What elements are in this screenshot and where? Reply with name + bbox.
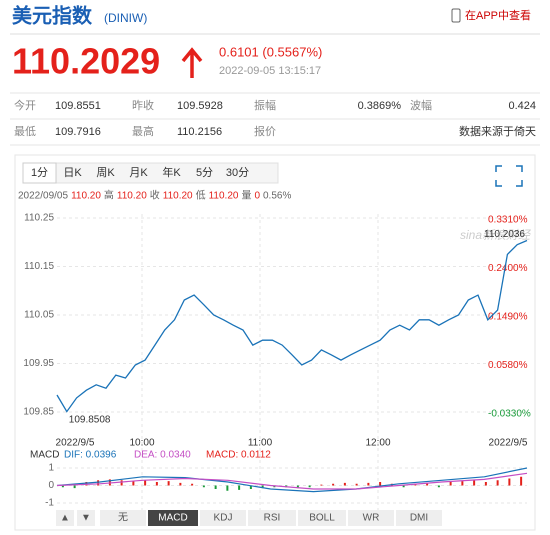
stat-label: 最低 bbox=[14, 125, 36, 138]
bottom-tab[interactable]: DMI bbox=[410, 513, 428, 524]
x-tick-label: 12:00 bbox=[365, 438, 390, 449]
up-arrow bbox=[181, 47, 203, 78]
y2-tick-label: 0.0580% bbox=[488, 360, 528, 371]
bottom-tab-bg[interactable] bbox=[200, 510, 246, 526]
stat-label: 报价 bbox=[254, 124, 276, 138]
tab[interactable]: 5分 bbox=[196, 166, 213, 179]
y-tick-label: 109.95 bbox=[23, 358, 54, 369]
info-item: 110.20 bbox=[71, 191, 101, 202]
info-item: 量 bbox=[241, 190, 251, 202]
watermark: sina新浪财经 bbox=[460, 228, 532, 242]
tab[interactable]: 日K bbox=[63, 167, 82, 179]
stat-value: 109.5928 bbox=[177, 100, 223, 112]
stat-value: 109.8551 bbox=[55, 100, 101, 112]
dif-line bbox=[56, 467, 528, 493]
macd-tick-label: 1 bbox=[48, 463, 54, 474]
stat-label: 最高 bbox=[132, 124, 154, 138]
min-label: 109.8508 bbox=[69, 414, 111, 425]
bottom-tab[interactable]: MACD bbox=[158, 513, 187, 524]
stat-label: 振幅 bbox=[254, 98, 276, 112]
chart-frame bbox=[14, 154, 536, 531]
info-item: 110.20 bbox=[209, 191, 239, 202]
bottom-tab[interactable]: RSI bbox=[264, 513, 281, 524]
tab[interactable]: 年K bbox=[162, 165, 181, 179]
tab-selected[interactable] bbox=[22, 162, 57, 184]
tab[interactable]: 周K bbox=[96, 166, 115, 179]
title: 美元指数 bbox=[12, 3, 93, 27]
dif-label: DIF: 0.0396 bbox=[64, 450, 117, 461]
stat-label: 今开 bbox=[14, 98, 36, 112]
dea-label: DEA: 0.0340 bbox=[134, 450, 191, 461]
tab[interactable]: 月K bbox=[129, 167, 148, 179]
tab[interactable]: 30分 bbox=[226, 166, 249, 179]
info-item: 0.56% bbox=[263, 191, 291, 202]
app-link[interactable]: 在APP中查看 bbox=[465, 8, 531, 22]
bottom-tab-bg[interactable] bbox=[100, 510, 146, 526]
change: 0.6101 (0.5567%) bbox=[219, 44, 322, 59]
y-tick-label: 110.15 bbox=[24, 261, 54, 272]
bottom-tab-bg[interactable] bbox=[148, 510, 198, 526]
macd-tick-label: -1 bbox=[45, 498, 54, 509]
price: 110.2029 bbox=[12, 41, 160, 82]
info-item: 110.20 bbox=[117, 191, 147, 202]
bottom-tab[interactable]: KDJ bbox=[214, 513, 233, 524]
max-label: 110.2036 bbox=[484, 229, 525, 240]
info-item: 低 bbox=[196, 189, 206, 202]
bottom-tab[interactable]: 无 bbox=[118, 513, 128, 524]
stat-value: 110.2156 bbox=[177, 126, 222, 138]
info-item: 2022/09/05 bbox=[18, 191, 68, 202]
x-tick-label: 10:00 bbox=[129, 438, 154, 449]
tab[interactable]: 1分 bbox=[31, 166, 48, 179]
macd-label: MACD: 0.0112 bbox=[206, 450, 271, 461]
info-item: 高 bbox=[104, 189, 114, 202]
stat-value: 0.3869% bbox=[358, 100, 402, 112]
info-item: 110.20 bbox=[163, 191, 193, 202]
stat-value: 109.7916 bbox=[55, 126, 101, 138]
stat-value: 0.424 bbox=[508, 100, 536, 112]
bottom-tab-bg[interactable] bbox=[56, 510, 74, 526]
bottom-tab[interactable]: ▼ bbox=[81, 513, 91, 524]
y2-tick-label: 0.2400% bbox=[488, 263, 528, 274]
macd-title: MACD bbox=[30, 450, 59, 461]
x-tick-label: 2022/9/5 bbox=[489, 438, 528, 449]
macd-tick-label: 0 bbox=[48, 480, 54, 491]
stat-label: 昨收 bbox=[132, 98, 154, 112]
x-tick-label: 2022/9/5 bbox=[56, 438, 95, 449]
quote-time: 2022-09-05 13:15:17 bbox=[219, 65, 321, 77]
bottom-tab-bg[interactable] bbox=[298, 510, 346, 526]
bottom-tab[interactable]: ▲ bbox=[60, 513, 70, 524]
bottom-tab-bg[interactable] bbox=[77, 510, 95, 526]
info-item: 收 bbox=[150, 189, 160, 202]
fullscreen-icon[interactable] bbox=[495, 165, 523, 187]
y-tick-label: 109.85 bbox=[23, 407, 54, 418]
y2-tick-label: 0.3310% bbox=[488, 215, 528, 226]
bottom-tab-bg[interactable] bbox=[348, 510, 394, 526]
info-item: 0 bbox=[254, 191, 260, 202]
phone-icon[interactable] bbox=[451, 8, 461, 23]
bottom-tab[interactable]: WR bbox=[363, 513, 380, 524]
price-line bbox=[56, 239, 528, 413]
stat-label: 波幅 bbox=[410, 99, 432, 112]
x-tick-label: 11:00 bbox=[248, 438, 273, 449]
y-tick-label: 110.25 bbox=[24, 213, 54, 224]
dea-line bbox=[56, 472, 528, 490]
bottom-tab-bg[interactable] bbox=[396, 510, 442, 526]
bottom-tab[interactable]: BOLL bbox=[309, 513, 335, 524]
bottom-tab-bg[interactable] bbox=[248, 510, 296, 526]
code: (DINIW) bbox=[104, 11, 147, 25]
y2-tick-label: -0.0330% bbox=[488, 409, 531, 420]
y-tick-label: 110.05 bbox=[24, 310, 54, 321]
stat-value: 数据来源于倚天 bbox=[459, 124, 536, 138]
y2-tick-label: 0.1490% bbox=[488, 312, 528, 323]
